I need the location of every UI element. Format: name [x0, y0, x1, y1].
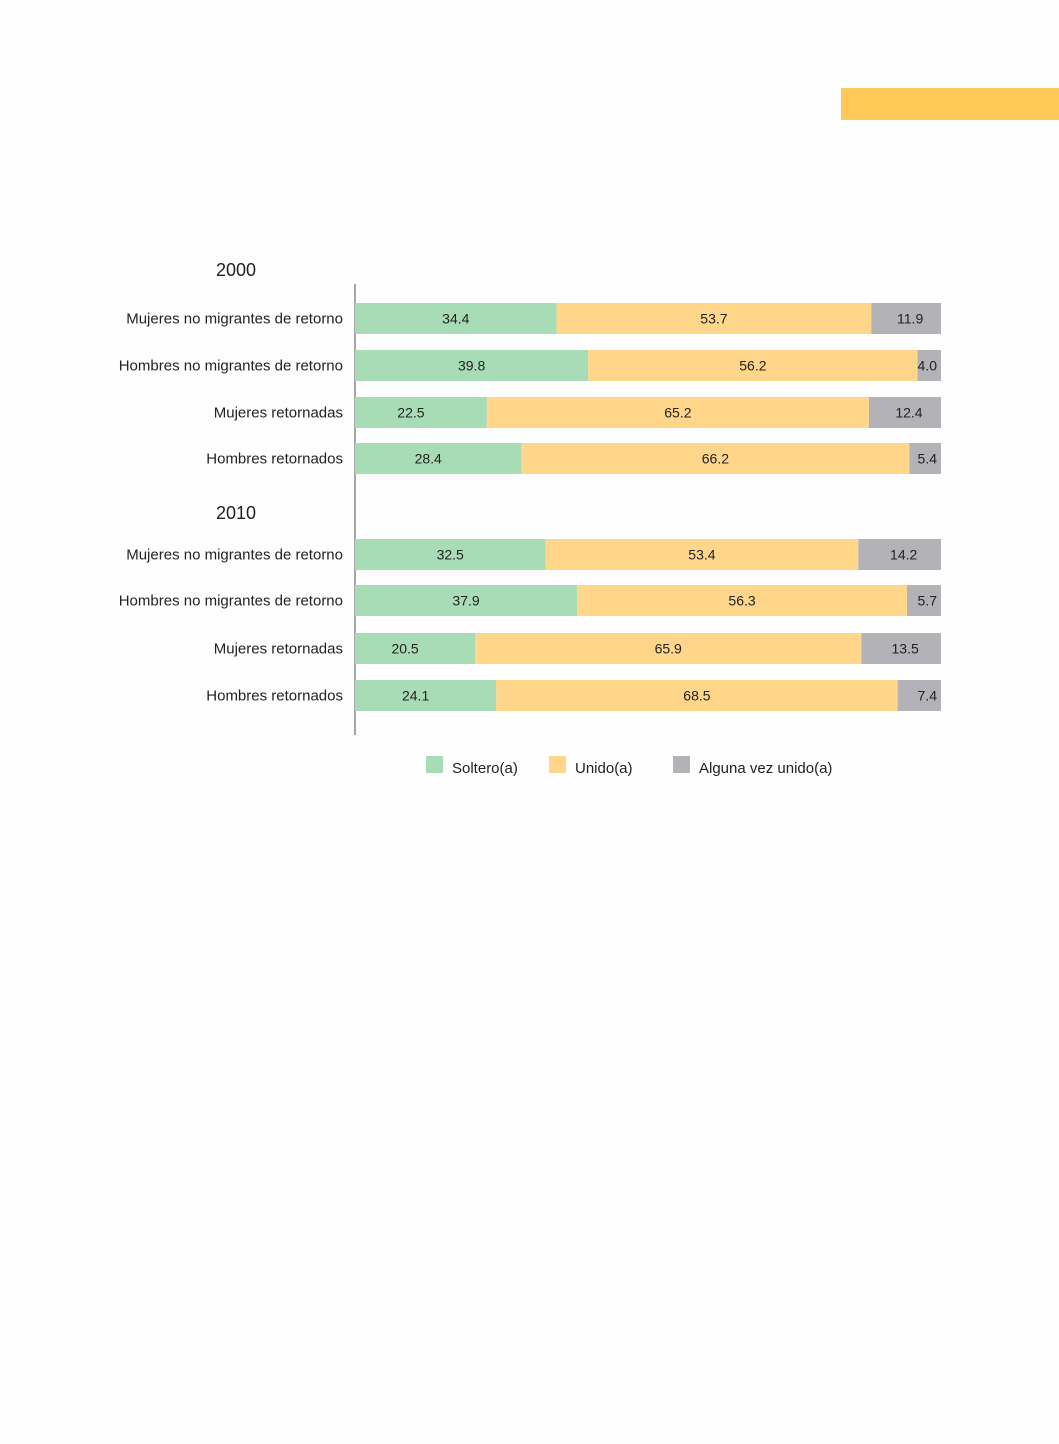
bar-unido [475, 633, 862, 664]
group-title-2010: 2010 [216, 503, 256, 523]
data-label-soltero: 32.5 [437, 547, 464, 563]
legend-label-unido: Unido(a) [575, 760, 633, 777]
bar-alguna-vez-unido [917, 350, 941, 381]
bar-alguna-vez-unido [907, 585, 941, 616]
data-label-unido: 65.9 [655, 641, 682, 657]
data-label-unido: 53.7 [700, 311, 727, 327]
bar-soltero [355, 350, 589, 381]
category-label: Mujeres no migrantes de retorno [126, 547, 343, 564]
legend-swatch-soltero [426, 756, 443, 773]
data-label-alguna-vez-unido: 14.2 [890, 547, 917, 563]
data-label-alguna-vez-unido: 12.4 [895, 405, 922, 421]
group-title-2000: 2000 [216, 260, 256, 280]
legend-label-soltero: Soltero(a) [452, 760, 518, 777]
bar-soltero [355, 539, 546, 570]
category-label: Mujeres retornadas [214, 405, 343, 422]
accent-bar [841, 88, 1059, 120]
data-label-unido: 65.2 [664, 405, 691, 421]
bar-soltero [355, 397, 487, 428]
bar-unido [545, 539, 859, 570]
bar-unido [588, 350, 918, 381]
data-label-unido: 56.3 [728, 593, 755, 609]
data-label-soltero: 24.1 [402, 688, 429, 704]
bar-soltero [355, 303, 557, 334]
bar-unido [521, 443, 910, 474]
data-label-alguna-vez-unido: 4.0 [918, 358, 938, 374]
data-label-alguna-vez-unido: 5.7 [918, 593, 938, 609]
data-label-unido: 53.4 [688, 547, 715, 563]
bar-alguna-vez-unido [868, 397, 941, 428]
bar-unido [577, 585, 908, 616]
category-label: Hombres no migrantes de retorno [119, 358, 343, 375]
data-label-unido: 56.2 [739, 358, 766, 374]
data-label-unido: 66.2 [702, 451, 729, 467]
category-label: Hombres no migrantes de retorno [119, 593, 343, 610]
bar-soltero [355, 443, 522, 474]
bar-soltero [355, 680, 497, 711]
bar-soltero [355, 585, 578, 616]
bar-unido [496, 680, 898, 711]
data-label-soltero: 34.4 [442, 311, 469, 327]
bar-alguna-vez-unido [909, 443, 941, 474]
data-label-soltero: 22.5 [397, 405, 424, 421]
data-label-alguna-vez-unido: 7.4 [918, 688, 938, 704]
legend-swatch-unido [549, 756, 566, 773]
data-label-alguna-vez-unido: 5.4 [918, 451, 938, 467]
category-label: Hombres retornados [206, 451, 343, 468]
data-label-unido: 68.5 [683, 688, 710, 704]
bar-alguna-vez-unido [861, 633, 941, 664]
bar-alguna-vez-unido [858, 539, 941, 570]
data-label-soltero: 20.5 [391, 641, 418, 657]
data-label-soltero: 28.4 [415, 451, 442, 467]
bar-alguna-vez-unido [897, 680, 941, 711]
bar-unido [556, 303, 872, 334]
legend-label-alguna-vez-unido: Alguna vez unido(a) [699, 760, 832, 777]
category-label: Mujeres retornadas [214, 641, 343, 658]
category-label: Mujeres no migrantes de retorno [126, 311, 343, 328]
data-label-alguna-vez-unido: 13.5 [892, 641, 919, 657]
data-label-soltero: 39.8 [458, 358, 485, 374]
bar-alguna-vez-unido [871, 303, 941, 334]
data-label-alguna-vez-unido: 11.9 [897, 311, 923, 327]
legend-swatch-alguna-vez-unido [673, 756, 690, 773]
bar-unido [486, 397, 869, 428]
category-label: Hombres retornados [206, 688, 343, 705]
bar-soltero [355, 633, 476, 664]
data-label-soltero: 37.9 [452, 593, 479, 609]
